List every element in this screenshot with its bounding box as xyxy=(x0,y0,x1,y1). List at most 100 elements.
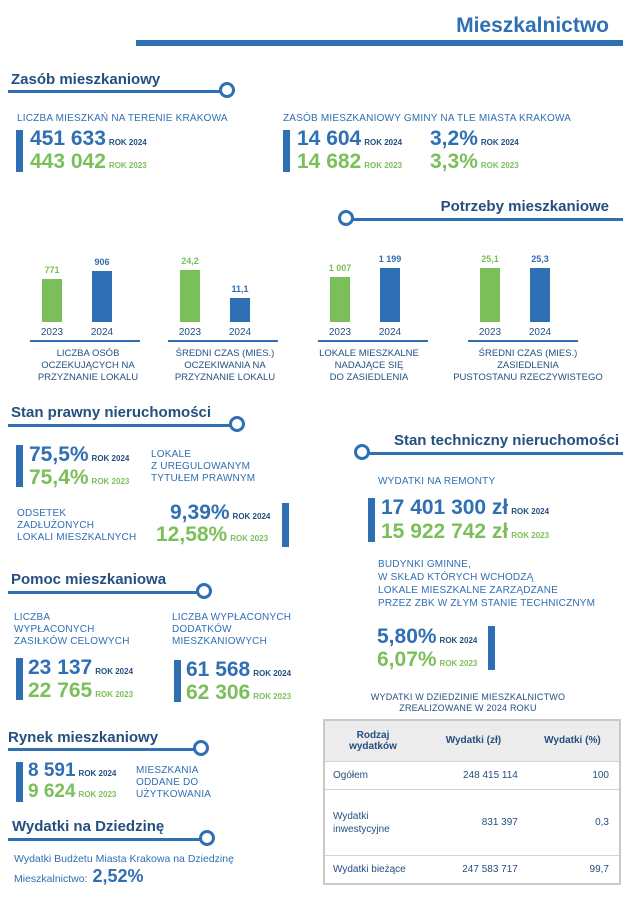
table-cell: 248 415 114 xyxy=(462,769,518,781)
section-rule xyxy=(8,838,203,841)
chart-caption: LICZBA OSÓB OCZEKUJĄCYCH NA PRZYZNANIE LOK… xyxy=(37,348,139,383)
wydatki-text2: Mieszkalnictwo: 2,52% xyxy=(14,866,144,886)
table-cell: Wydatki inwestycyjne xyxy=(333,810,390,835)
table-row: Wydatki inwestycyjne 831 397 0,3 xyxy=(325,789,619,855)
label-budynki: BUDYNKI GMINNE, W SKŁAD KTÓRYCH WCHODZĄ LO… xyxy=(378,559,596,609)
chart-bar-2023 xyxy=(330,277,350,322)
section-title-wydatki: Wydatki na Dziedzinę xyxy=(12,818,165,835)
value-2024: 8 591 ROK 2024 xyxy=(28,760,117,781)
chart-category-label: 2024 xyxy=(228,327,252,338)
chart-value-label: 25,3 xyxy=(531,254,549,264)
chart-bar-2023 xyxy=(480,268,500,322)
section-title-prawny: Stan prawny nieruchomości xyxy=(11,404,212,421)
section-rule xyxy=(8,748,200,751)
label-lokale: LOKALE Z UREGULOWANYM TYTUŁEM PRAWNYM xyxy=(151,449,256,484)
label-dodatki: LICZBA WYPŁACONYCH DODATKÓW MIESZKANIOWYCH xyxy=(172,612,292,647)
table-header: Wydatki (zł) xyxy=(445,735,502,747)
value-2024: 5,80% ROK 2024 xyxy=(377,625,478,648)
value-2023: 443 042 ROK 2023 xyxy=(30,150,147,173)
section-circle xyxy=(338,210,354,226)
accent-bar xyxy=(283,130,290,172)
label-zasilki: LICZBA WYPŁACONYCH ZASIŁKÓW CELOWYCH xyxy=(14,612,130,647)
value-2024: 14 604 ROK 2024 xyxy=(297,127,403,150)
section-rule xyxy=(8,424,233,427)
value-2023: 15 922 742 zł ROK 2023 xyxy=(381,520,550,543)
value-2023: 12,58% ROK 2023 xyxy=(156,523,269,546)
chart-category-label: 2023 xyxy=(40,327,64,338)
value-2024: 75,5% ROK 2024 xyxy=(29,443,130,466)
value-2023: 9 624 ROK 2023 xyxy=(28,781,117,802)
chart-caption: ŚREDNI CZAS (MIES.) OCZEKIWANIA NA PRZYZNA… xyxy=(174,348,276,383)
label-mieszkania-oddane: MIESZKANIA ODDANE DO UŻYTKOWANIA xyxy=(136,765,212,800)
chart-bar-2024 xyxy=(530,268,550,322)
chart-caption: ŚREDNI CZAS (MIES.) ZASIEDLENIA PUSTOSTANU… xyxy=(453,348,603,383)
chart-axis xyxy=(168,340,278,342)
chart-axis xyxy=(30,340,140,342)
pct-2023: 3,3% ROK 2023 xyxy=(430,150,519,173)
value-2024: 451 633 ROK 2024 xyxy=(30,127,147,150)
value-2023: 75,4% ROK 2023 xyxy=(29,466,130,489)
label-odsetek: ODSETEK ZADŁUŻONYCH LOKALI MIESZKALNYCH xyxy=(17,508,137,543)
table-row: Wydatki bieżące 247 583 717 99,7 xyxy=(325,855,619,883)
chart-caption: LOKALE MIESZKALNE NADAJĄCE SIĘ DO ZASIEDLE… xyxy=(319,348,419,383)
chart-category-label: 2023 xyxy=(328,327,352,338)
table-cell: 0,3 xyxy=(595,817,609,829)
table-header: Wydatki (%) xyxy=(544,735,601,747)
table-cell: 100 xyxy=(592,769,609,781)
section-circle xyxy=(193,740,209,756)
chart-bar-2024 xyxy=(92,271,112,322)
chart-value-label: 906 xyxy=(94,257,110,267)
section-title-potrzeby: Potrzeby mieszkaniowe xyxy=(440,198,609,215)
table-cell: Ogółem xyxy=(333,769,369,781)
chart-value-label: 25,1 xyxy=(481,254,499,264)
table-cell: 831 397 xyxy=(481,817,518,829)
table-cell: Wydatki bieżące xyxy=(333,863,406,875)
accent-bar xyxy=(488,626,495,670)
wydatki-value: 2,52% xyxy=(92,866,144,886)
chart-bar-2024 xyxy=(380,268,400,322)
chart-bar-2023 xyxy=(180,270,200,322)
pct-2024: 3,2% ROK 2024 xyxy=(430,127,519,150)
chart-axis xyxy=(318,340,428,342)
accent-bar xyxy=(174,660,181,702)
label-liczba-mieszkan: LICZBA MIESZKAŃ NA TERENIE KRAKOWA xyxy=(17,113,228,124)
page-title: Mieszkalnictwo xyxy=(456,14,609,37)
header-rule xyxy=(136,40,623,46)
value-2023: 6,07% ROK 2023 xyxy=(377,648,478,671)
wydatki-text: Wydatki Budżetu Miasta Krakowa na Dziedz… xyxy=(14,853,234,865)
chart-category-label: 2023 xyxy=(478,327,502,338)
accent-bar xyxy=(368,498,375,542)
accent-bar xyxy=(16,130,23,172)
section-circle xyxy=(196,583,212,599)
accent-bar xyxy=(16,658,23,700)
chart-bar-2023 xyxy=(42,279,62,322)
section-rule xyxy=(8,90,223,93)
label-zasob-gminy: ZASÓB MIESZKANIOWY GMINY NA TLE MIASTA K… xyxy=(283,113,572,124)
chart-category-label: 2024 xyxy=(378,327,402,338)
value-2023: 62 306 ROK 2023 xyxy=(186,681,292,704)
table-cell: 99,7 xyxy=(589,863,609,875)
chart-category-label: 2023 xyxy=(178,327,202,338)
section-rule xyxy=(350,218,623,221)
value-2024: 17 401 300 zł ROK 2024 xyxy=(381,496,550,519)
table-cell: 247 583 717 xyxy=(462,863,518,875)
section-title-rynek: Rynek mieszkaniowy xyxy=(8,729,159,746)
section-rule xyxy=(366,452,623,455)
section-title-zasob: Zasób mieszkaniowy xyxy=(11,71,161,88)
value-2024: 23 137 ROK 2024 xyxy=(28,656,134,679)
chart-bar-2024 xyxy=(230,298,250,322)
accent-bar xyxy=(16,445,23,487)
table-header: Rodzaj wydatków xyxy=(349,729,397,752)
value-2023: 14 682 ROK 2023 xyxy=(297,150,403,173)
chart-axis xyxy=(468,340,578,342)
table-header-row: Rodzaj wydatków Wydatki (zł) Wydatki (%) xyxy=(325,721,619,761)
chart-value-label: 24,2 xyxy=(181,256,199,266)
chart-value-label: 1 199 xyxy=(378,254,402,264)
accent-bar xyxy=(282,503,289,547)
chart-value-label: 11,1 xyxy=(231,284,249,294)
section-circle xyxy=(219,82,235,98)
section-rule xyxy=(8,591,200,594)
chart-category-label: 2024 xyxy=(528,327,552,338)
label-wydatki-remonty: WYDATKI NA REMONTY xyxy=(378,476,496,487)
accent-bar xyxy=(16,762,23,802)
